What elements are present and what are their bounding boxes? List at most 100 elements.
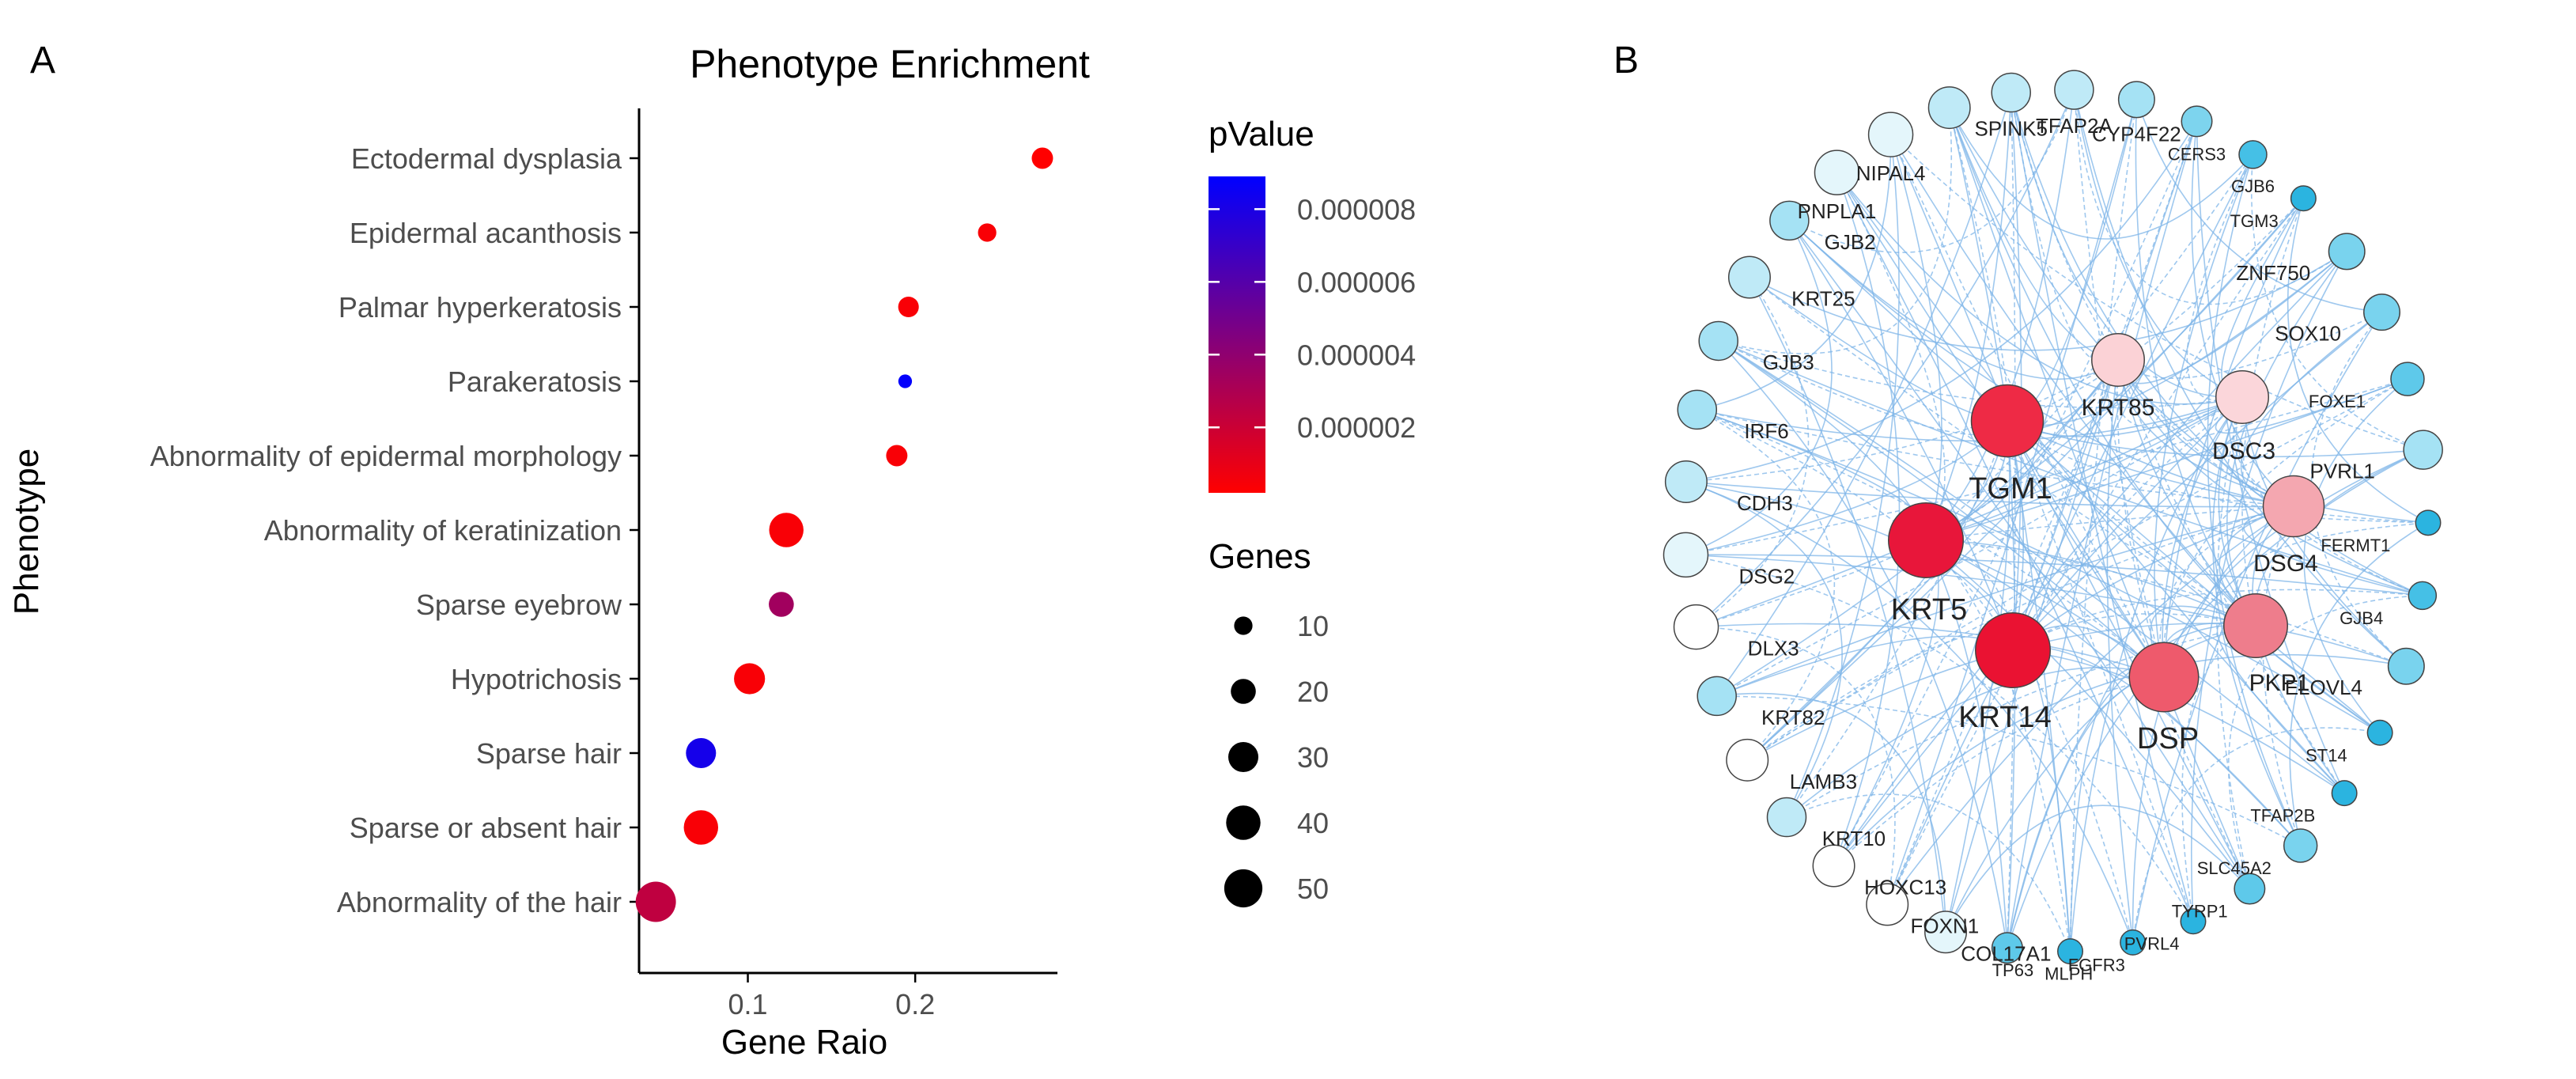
network-edge xyxy=(1697,409,1835,761)
network-edge xyxy=(1833,540,1939,866)
gene-node xyxy=(2415,509,2442,536)
network-edge xyxy=(1786,667,2165,818)
network-edge xyxy=(1925,396,2243,541)
network-edge xyxy=(2303,378,2408,733)
hub-gene-node xyxy=(2262,475,2325,538)
network-edge xyxy=(1786,420,2008,818)
panel-label-b: B xyxy=(1613,40,1639,81)
y-tick-label: Sparse hair xyxy=(476,737,622,770)
network-edge xyxy=(1697,409,2294,507)
enrichment-point xyxy=(898,296,919,318)
hub-gene-node xyxy=(1975,612,2051,688)
gene-node xyxy=(1812,844,1855,888)
network-edge xyxy=(1716,695,2302,846)
network-edge xyxy=(1696,89,2075,628)
hub-gene-node xyxy=(1970,384,2045,458)
network-edge xyxy=(1718,340,2423,596)
gene-node xyxy=(2117,81,2155,119)
gene-node xyxy=(2238,140,2268,169)
pvalue-legend-title: pValue xyxy=(1209,115,1314,153)
gene-node-label: LAMB3 xyxy=(1790,770,1857,793)
network-edge xyxy=(1925,505,2294,541)
network-edge xyxy=(2073,89,2347,305)
network-edge xyxy=(1889,134,2256,627)
network-edge xyxy=(2012,359,2119,651)
network-edge xyxy=(1925,153,2254,541)
dotplot-y-axis-title: Phenotype xyxy=(7,449,46,615)
colorbar-tick-label: 0.000004 xyxy=(1297,339,1416,371)
network-edge xyxy=(2289,522,2429,846)
network-edge xyxy=(1925,93,2012,541)
gene-node xyxy=(1814,150,1860,195)
gene-node xyxy=(1927,86,1971,130)
network-edge xyxy=(1696,540,1927,628)
gene-node-label: SLC45A2 xyxy=(2197,858,2271,878)
network-edge xyxy=(1716,396,2243,697)
network-edge xyxy=(1716,505,2294,697)
network-edge xyxy=(1697,134,1892,411)
gene-node xyxy=(1664,460,1708,503)
network-edge xyxy=(1948,107,2071,952)
y-tick-label: Abnormality of the hair xyxy=(337,886,622,918)
size-legend-dot xyxy=(1226,805,1261,840)
network-edge xyxy=(1786,625,2256,818)
network-edge xyxy=(1948,107,2254,240)
size-legend-dot xyxy=(1224,869,1263,908)
gene-node-label: FGFR3 xyxy=(2068,955,2125,975)
hub-gene-label: DSP xyxy=(2137,722,2199,755)
network-edge xyxy=(2135,99,2256,627)
network-edge xyxy=(1718,340,2345,794)
network-edge xyxy=(2117,359,2423,596)
gene-node-label: FOXN1 xyxy=(1911,914,1980,937)
network-edge xyxy=(1833,396,2243,866)
network-edge xyxy=(2196,121,2345,793)
y-tick-label: Epidermal acanthosis xyxy=(350,217,622,249)
gene-node xyxy=(2180,908,2207,935)
gene-node-label: TP63 xyxy=(1992,960,2034,980)
gene-node xyxy=(1662,532,1709,578)
network-edge xyxy=(1836,172,2345,794)
network-edge xyxy=(1685,220,1833,556)
network-edge xyxy=(2240,312,2382,507)
network-edge xyxy=(2135,99,2382,313)
size-legend-label: 40 xyxy=(1297,807,1329,839)
network-edge xyxy=(1697,409,2165,678)
network-edge xyxy=(1833,251,2347,866)
hub-gene-label: KRT5 xyxy=(1891,593,1967,627)
dotplot-title: Phenotype Enrichment xyxy=(690,42,1090,86)
gene-node xyxy=(2366,719,2393,746)
network-edge xyxy=(2007,420,2256,627)
network-edge xyxy=(2007,420,2429,524)
pvalue-colorbar xyxy=(1209,176,1265,493)
panel-label-a: A xyxy=(30,40,55,81)
network-edge xyxy=(2241,198,2305,627)
gene-node xyxy=(2390,362,2425,396)
pvalue-color-legend: pValue 0.000002 0.000004 0.000006 0.000008 xyxy=(1209,115,1416,493)
enrichment-point xyxy=(686,737,717,769)
network-edge xyxy=(1685,554,2194,922)
network-edge xyxy=(2007,420,2423,458)
gene-node-label: KRT10 xyxy=(1822,827,1886,850)
gene-node-label: TFAP2B xyxy=(2250,806,2315,826)
network-edge xyxy=(1685,120,2198,483)
hub-gene-label: PKP1 xyxy=(2249,670,2310,696)
gene-node-label: CERS3 xyxy=(2168,145,2226,165)
gene-node xyxy=(1766,797,1807,838)
network-edge xyxy=(2159,676,2251,889)
gene-node-label: TFAP2A xyxy=(2036,114,2113,138)
network-edge xyxy=(1836,172,1946,541)
network-edge xyxy=(2163,198,2305,678)
network-edge xyxy=(1716,92,2012,697)
y-tick-label: Abnormality of keratinization xyxy=(264,514,622,547)
network-edge xyxy=(2010,92,2423,596)
y-tick-label: Abnormality of epidermal morphology xyxy=(150,440,622,472)
network-edge xyxy=(2106,359,2134,943)
x-tick-label: 0.1 xyxy=(728,988,768,1020)
hub-gene-node xyxy=(1888,502,1964,578)
network-edge xyxy=(1925,378,2408,541)
network-edge xyxy=(1788,220,2250,890)
network-edge xyxy=(1786,793,2071,952)
network-edge xyxy=(1718,340,2165,678)
x-tick-label: 0.2 xyxy=(895,988,935,1020)
network-edge xyxy=(1685,378,2408,556)
